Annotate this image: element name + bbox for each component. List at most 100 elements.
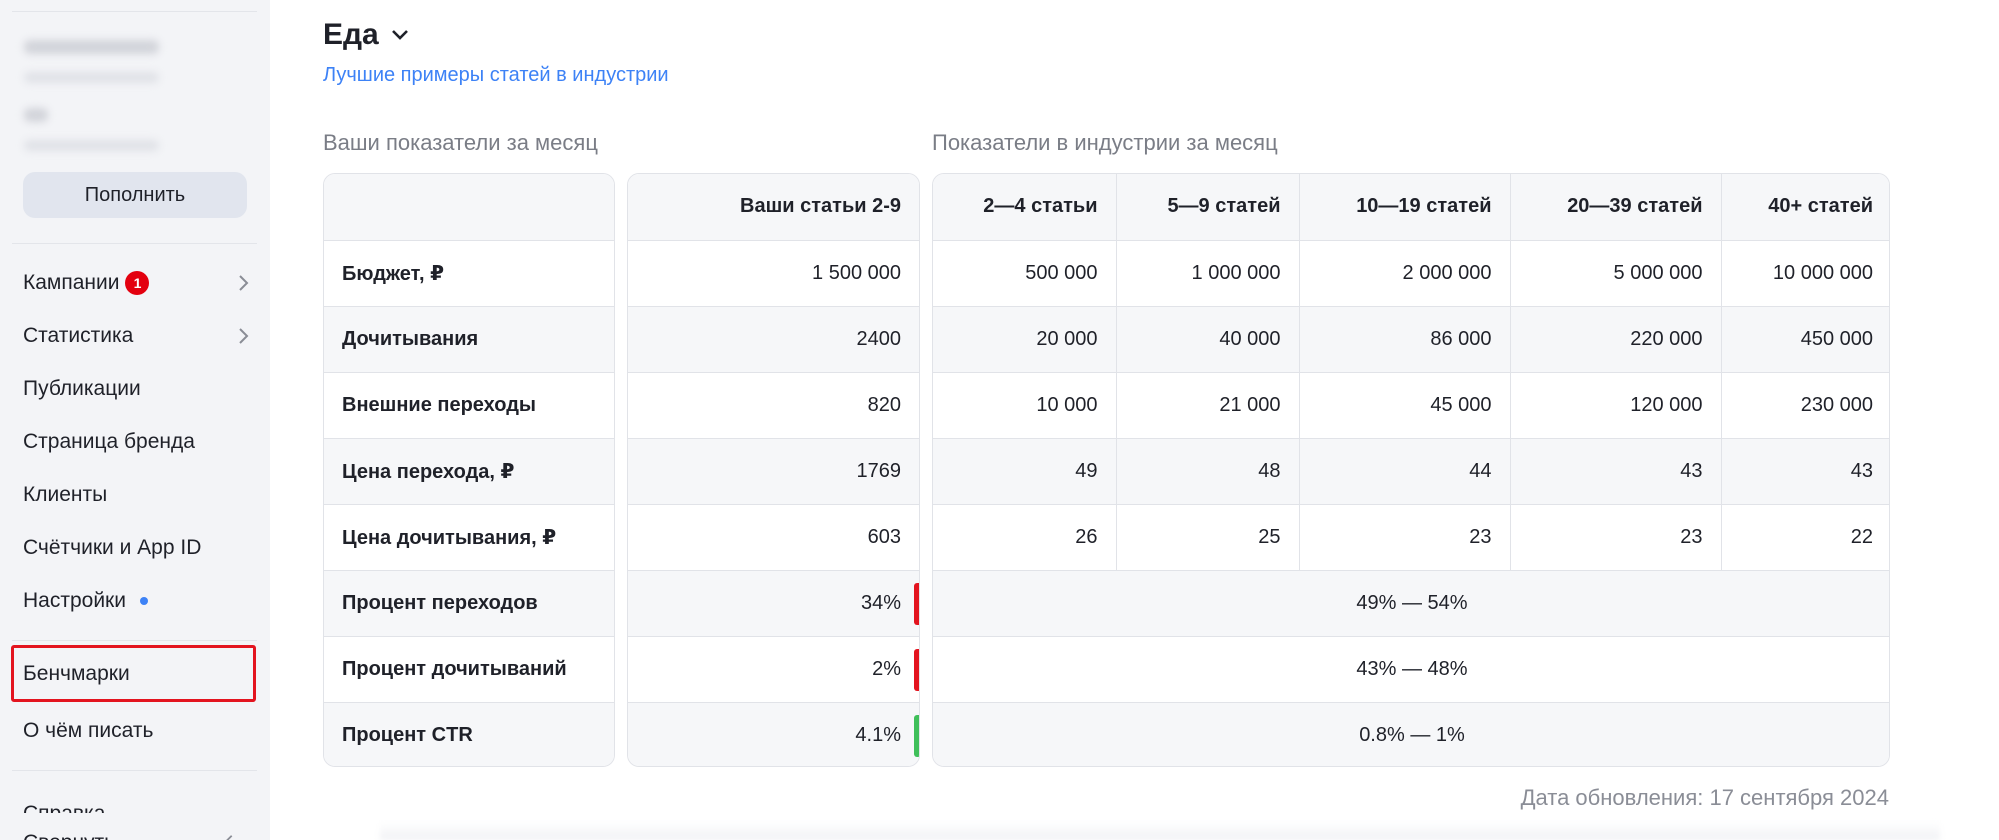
- your-value-cell: 2%: [628, 636, 919, 703]
- industry-range-cell: 49% — 54%: [933, 570, 1889, 637]
- metric-label: Дочитывания: [324, 306, 614, 373]
- industry-value-cell: 43: [1721, 438, 1889, 505]
- industry-range-cell: 43% — 48%: [933, 636, 1889, 703]
- chevron-right-icon: [239, 328, 249, 344]
- industry-value-cell: 40 000: [1116, 306, 1300, 373]
- sidebar-item-label: Свернуть: [23, 831, 115, 840]
- industry-column-header: 2—4 статьи: [933, 174, 1117, 241]
- sidebar-item-benchmarks[interactable]: Бенчмарки: [23, 656, 253, 692]
- sidebar-item-label: Статистика: [23, 324, 134, 347]
- sidebar-divider: [12, 770, 257, 771]
- page-title: Еда: [323, 18, 379, 51]
- sidebar-item-campaigns[interactable]: Кампании 1: [23, 265, 253, 301]
- sidebar-item-label: Настройки: [23, 589, 126, 612]
- industry-value-cell: 26: [933, 504, 1117, 571]
- industry-value-cell: 49: [933, 438, 1117, 505]
- sidebar-item-statistics[interactable]: Статистика: [23, 318, 253, 354]
- metric-label: Внешние переходы: [324, 372, 614, 439]
- industry-column-header: 10—19 статей: [1299, 174, 1511, 241]
- metric-label: Бюджет, ₽: [324, 240, 614, 307]
- industry-value-cell: 1 000 000: [1116, 240, 1300, 307]
- your-value-cell: 1769: [628, 438, 919, 505]
- sidebar-divider: [12, 11, 257, 12]
- sidebar-item-brand-page[interactable]: Страница бренда: [23, 424, 253, 460]
- your-value-cell: 1 500 000: [628, 240, 919, 307]
- sidebar-item-publications[interactable]: Публикации: [23, 371, 253, 407]
- your-value-cell: 2400: [628, 306, 919, 373]
- your-value-cell: 820: [628, 372, 919, 439]
- unread-dot-icon: [139, 597, 148, 605]
- empty-header-cell: [324, 174, 614, 241]
- industry-value-cell: 22: [1721, 504, 1889, 571]
- sidebar-item-settings[interactable]: Настройки: [23, 583, 253, 619]
- chevron-down-icon: [391, 30, 408, 40]
- selection-highlight: [11, 645, 256, 702]
- industry-value-cell: 5 000 000: [1510, 240, 1722, 307]
- metric-labels-panel: Бюджет, ₽ Дочитывания Внешние переходы Ц…: [323, 173, 615, 767]
- status-good-indicator: [914, 714, 919, 757]
- topup-button[interactable]: Пополнить: [23, 172, 247, 218]
- your-stats-heading: Ваши показатели за месяц: [323, 130, 598, 155]
- industry-stats-heading: Показатели в индустрии за месяц: [932, 130, 1278, 155]
- metric-label: Процент CTR: [324, 702, 614, 766]
- sidebar-item-label: Публикации: [23, 377, 141, 400]
- sidebar: Пополнить Кампании 1 Статистика Публикац…: [0, 0, 270, 840]
- status-bad-indicator: [914, 648, 919, 691]
- industry-value-cell: 500 000: [933, 240, 1117, 307]
- sidebar-item-counters[interactable]: Счётчики и App ID: [23, 530, 253, 566]
- status-bad-indicator: [914, 582, 919, 625]
- sidebar-item-label: О чём писать: [23, 719, 154, 742]
- metric-label: Процент дочитываний: [324, 636, 614, 703]
- your-value-cell: 603: [628, 504, 919, 571]
- your-value-cell: 34%: [628, 570, 919, 637]
- industry-column-header: 40+ статей: [1721, 174, 1889, 241]
- industry-value-cell: 120 000: [1510, 372, 1722, 439]
- metric-label: Цена перехода, ₽: [324, 438, 614, 505]
- metric-label: Процент переходов: [324, 570, 614, 637]
- sidebar-divider: [12, 243, 257, 244]
- best-articles-link[interactable]: Лучшие примеры статей в индустрии: [323, 64, 669, 86]
- industry-column-header: 5—9 статей: [1116, 174, 1300, 241]
- sidebar-item-help[interactable]: Справка: [23, 797, 105, 813]
- value-text: 2%: [872, 657, 901, 680]
- industry-value-cell: 23: [1299, 504, 1511, 571]
- update-date: Дата обновления: 17 сентября 2024: [1520, 785, 1889, 810]
- industry-values-panel: 2—4 статьи 5—9 статей 10—19 статей 20—39…: [932, 173, 1890, 767]
- industry-value-cell: 220 000: [1510, 306, 1722, 373]
- industry-value-cell: 43: [1510, 438, 1722, 505]
- industry-column-header: 20—39 статей: [1510, 174, 1722, 241]
- industry-value-cell: 48: [1116, 438, 1300, 505]
- industry-value-cell: 25: [1116, 504, 1300, 571]
- your-values-panel: Ваши статьи 2-9 1 500 000 2400 820 1769 …: [627, 173, 920, 767]
- value-text: 34%: [860, 591, 901, 614]
- your-articles-column-header: Ваши статьи 2-9: [628, 174, 919, 241]
- sidebar-item-label: Страница бренда: [23, 430, 195, 453]
- your-value-cell: 4.1%: [628, 702, 919, 766]
- sidebar-item-label: Бенчмарки: [23, 662, 130, 685]
- industry-value-cell: 23: [1510, 504, 1722, 571]
- chevron-left-icon: [226, 835, 233, 840]
- sidebar-item-what-to-write[interactable]: О чём писать: [23, 713, 253, 749]
- bottom-shadow: [380, 822, 1940, 840]
- sidebar-divider: [12, 640, 257, 641]
- metric-label: Цена дочитывания, ₽: [324, 504, 614, 571]
- industry-value-cell: 10 000 000: [1721, 240, 1889, 307]
- sidebar-item-label: Справка: [23, 802, 105, 813]
- industry-value-cell: 44: [1299, 438, 1511, 505]
- industry-value-cell: 450 000: [1721, 306, 1889, 373]
- industry-value-cell: 21 000: [1116, 372, 1300, 439]
- industry-value-cell: 20 000: [933, 306, 1117, 373]
- sidebar-item-label: Кампании: [23, 271, 120, 294]
- industry-value-cell: 10 000: [933, 372, 1117, 439]
- industry-value-cell: 45 000: [1299, 372, 1511, 439]
- industry-range-cell: 0.8% — 1%: [933, 702, 1889, 766]
- industry-selector[interactable]: Еда: [323, 18, 411, 52]
- industry-value-cell: 86 000: [1299, 306, 1511, 373]
- sidebar-item-clients[interactable]: Клиенты: [23, 477, 253, 513]
- value-text: 4.1%: [855, 723, 901, 746]
- sidebar-item-label: Счётчики и App ID: [23, 536, 202, 559]
- industry-value-cell: 230 000: [1721, 372, 1889, 439]
- industry-value-cell: 2 000 000: [1299, 240, 1511, 307]
- sidebar-item-collapse[interactable]: Свернуть: [23, 829, 238, 840]
- chevron-right-icon: [239, 275, 249, 291]
